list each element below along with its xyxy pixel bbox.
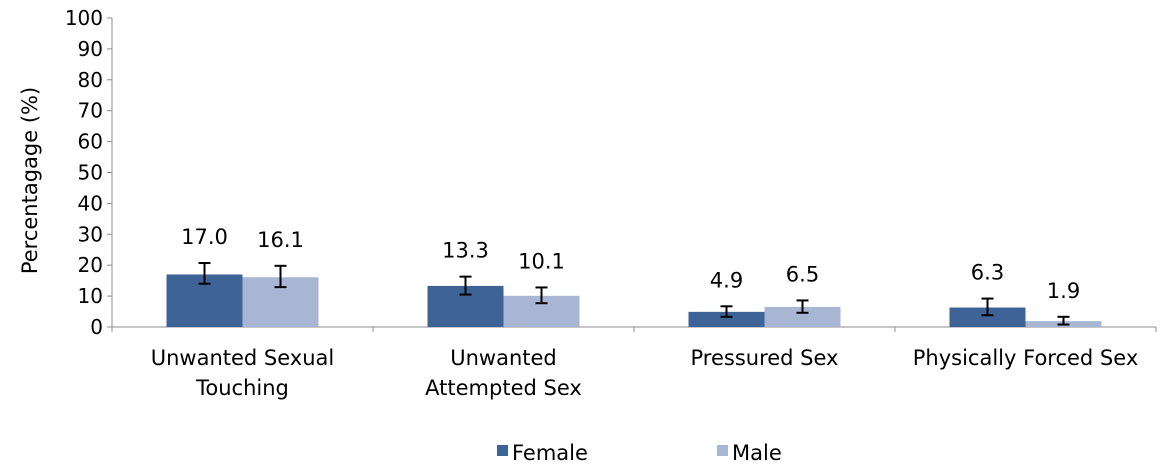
- legend-swatch-female: [497, 445, 508, 456]
- data-label: 6.5: [786, 262, 819, 286]
- y-tick-label: 10: [78, 284, 103, 308]
- x-category-label: Touching: [195, 376, 289, 400]
- x-category-label: Pressured Sex: [691, 346, 839, 370]
- y-axis-title: Percentagage (%): [18, 87, 42, 274]
- y-tick-label: 50: [78, 161, 103, 185]
- data-label: 1.9: [1047, 279, 1080, 303]
- data-label: 6.3: [971, 261, 1004, 285]
- x-category-label: Physically Forced Sex: [913, 346, 1139, 370]
- x-category-label: Attempted Sex: [425, 376, 582, 400]
- data-label: 16.1: [257, 228, 304, 252]
- y-tick-label: 100: [65, 6, 103, 30]
- legend: Female Male: [497, 441, 782, 465]
- y-tick-label: 80: [78, 68, 103, 92]
- x-category-label: Unwanted: [450, 346, 557, 370]
- bars: [167, 263, 1102, 327]
- data-label: 13.3: [442, 239, 489, 263]
- data-label: 10.1: [518, 249, 565, 273]
- y-tick-label: 0: [90, 315, 103, 339]
- y-tick-label: 20: [78, 253, 103, 277]
- x-category-label: Unwanted Sexual: [151, 346, 335, 370]
- y-tick-label: 60: [78, 130, 103, 154]
- y-tick-label: 90: [78, 37, 103, 61]
- legend-label-female: Female: [512, 441, 588, 465]
- data-label: 4.9: [710, 268, 743, 292]
- y-tick-label: 30: [78, 222, 103, 246]
- legend-swatch-male: [717, 445, 728, 456]
- y-tick-label: 40: [78, 191, 103, 215]
- y-tick-label: 70: [78, 99, 103, 123]
- data-label: 17.0: [181, 225, 228, 249]
- axes: 0 10 20 30 40 50 60 70 80 90 100 Percentagage (%) Un…: [18, 6, 1156, 400]
- legend-label-male: Male: [732, 441, 782, 465]
